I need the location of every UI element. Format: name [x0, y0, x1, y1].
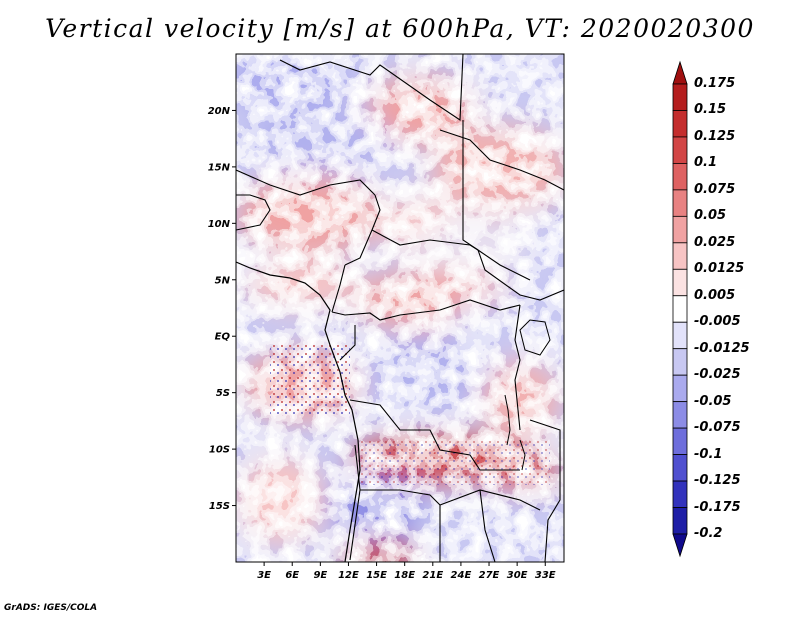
colorbar-label: 0.15: [694, 102, 727, 118]
lon-tick-label: 3E: [257, 570, 271, 581]
colorbar-label: -0.175: [694, 499, 741, 515]
lat-tick-label: 10N: [208, 219, 231, 230]
colorbar-swatch: [672, 215, 688, 244]
lon-tick-label: 21E: [422, 570, 443, 581]
lon-tick-label: 27E: [479, 570, 500, 581]
colorbar-swatch: [672, 295, 688, 323]
lakes: [504, 319, 551, 471]
colorbar-label: 0.175: [694, 76, 736, 91]
lat-tick-label: 20N: [208, 106, 231, 117]
lon-tick-label: 24E: [451, 570, 472, 581]
lat-tick-label: 10S: [209, 445, 230, 456]
colorbar-label: 0.075: [694, 181, 736, 197]
colorbar-swatch: [672, 507, 688, 535]
coastline: [236, 261, 361, 562]
colorbar-swatch: [672, 163, 688, 191]
lon-tick-label: 15E: [366, 570, 387, 581]
colorbar-swatch: [672, 110, 688, 138]
latitude-axis: 20N 15N 10N 5N EQ 5S 10S 15S: [208, 106, 236, 512]
lat-tick-label: 15N: [208, 162, 231, 173]
longitude-axis: 3E 6E 9E 12E 15E 18E 21E 24E 27E 30E 33E: [257, 562, 556, 581]
colorbar-swatch: [672, 401, 688, 429]
colorbar-label: -0.075: [694, 420, 741, 436]
colorbar-swatch: [672, 268, 688, 297]
country-borders: [236, 54, 564, 562]
colorbar-top-arrow: [672, 60, 688, 85]
map-frame: [235, 53, 565, 563]
colorbar-swatch: [672, 83, 688, 111]
colorbar-label: -0.0125: [694, 340, 750, 356]
colorbar-label: 0.1: [694, 155, 718, 171]
lat-tick-label: 5N: [215, 275, 231, 286]
velocity-field: [236, 54, 564, 562]
colorbar-label: 0.025: [694, 234, 736, 250]
colorbar-label: -0.125: [694, 473, 741, 489]
colorbar-label: -0.1: [694, 446, 723, 462]
lon-tick-label: 12E: [338, 570, 359, 581]
colorbar-label: -0.005: [694, 314, 741, 330]
lon-tick-label: 18E: [394, 570, 415, 581]
colorbar-swatch: [672, 454, 688, 482]
colorbar-bottom-arrow: [672, 533, 688, 558]
colorbar-label: -0.05: [694, 393, 732, 409]
colorbar-swatch: [672, 189, 688, 217]
lat-tick-label: 5S: [216, 388, 230, 399]
colorbar-swatch: [672, 348, 688, 376]
colorbar-swatch: [672, 480, 688, 508]
colorbar-swatch: [672, 427, 688, 455]
colorbar-label: -0.025: [694, 367, 741, 383]
grads-credit: GrADS: IGES/COLA: [4, 603, 98, 613]
colorbar-label: 0.125: [694, 128, 736, 144]
lat-tick-label: 15S: [209, 501, 230, 512]
colorbar-swatch: [672, 242, 688, 270]
colorbar-swatch: [672, 136, 688, 164]
colorbar-label: 0.0125: [694, 261, 745, 277]
colorbar-label: 0.005: [694, 287, 736, 303]
lon-tick-label: 33E: [535, 570, 556, 581]
colorbar-swatch: [672, 374, 688, 403]
lon-tick-label: 6E: [285, 570, 299, 581]
lon-tick-label: 9E: [313, 570, 327, 581]
chart-title: Vertical velocity [m/s] at 600hPa, VT: 2…: [45, 14, 755, 43]
colorbar-label: -0.2: [694, 526, 723, 541]
colorbar: [672, 60, 688, 558]
colorbar-swatch: [672, 321, 688, 350]
colorbar-label: 0.05: [694, 208, 727, 224]
lon-tick-label: 30E: [507, 570, 528, 581]
lat-tick-label: EQ: [215, 332, 231, 343]
